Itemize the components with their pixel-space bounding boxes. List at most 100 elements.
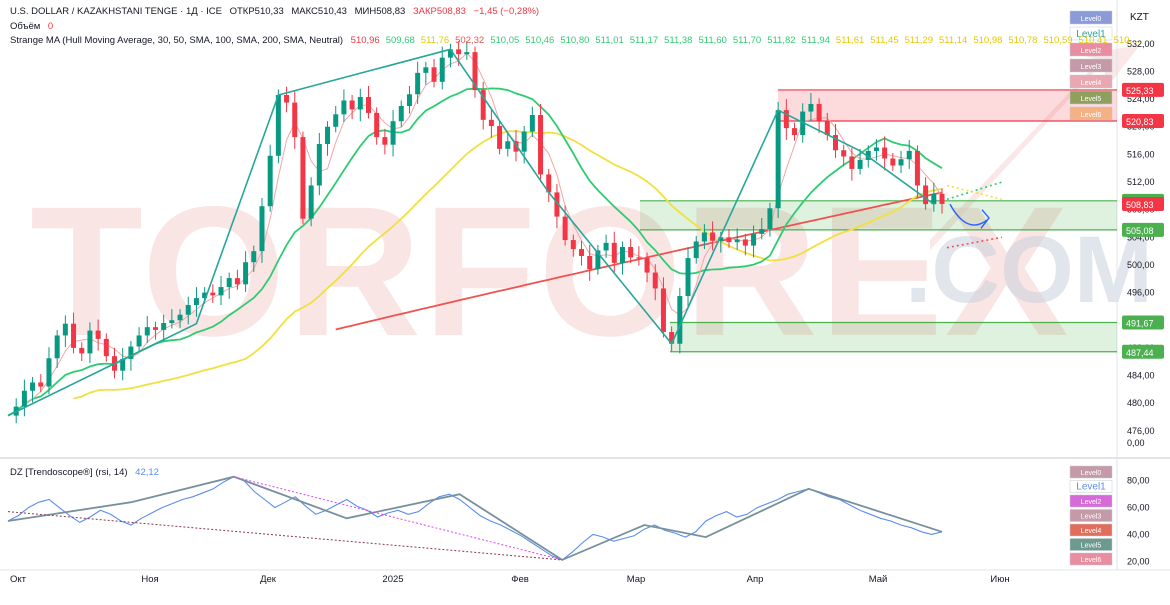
forecast-arrowhead — [980, 209, 990, 229]
candle-body — [890, 158, 896, 166]
oscillator-label[interactable]: DZ [Trendoscope®] (rsi, 14) — [10, 467, 128, 478]
time-tick-label: 2025 — [382, 574, 403, 585]
support-zone — [640, 200, 1117, 230]
candle-body — [54, 335, 60, 359]
oscillator-tick-label: 40,00 — [1127, 529, 1150, 539]
candle-body — [38, 382, 44, 387]
candle-body — [62, 323, 68, 336]
time-tick-label: Апр — [747, 574, 764, 585]
sma100-line — [73, 130, 943, 400]
candle-body — [775, 110, 781, 209]
ohlc-close: ЗАКР508,83 — [412, 6, 466, 17]
level-button-label: Level4 — [1081, 80, 1102, 87]
candle-body — [505, 141, 511, 149]
candle-body — [365, 97, 371, 113]
candle-body — [464, 52, 470, 55]
rsi-line — [7, 476, 943, 561]
projection-sma200 — [946, 236, 1003, 249]
osc-level-button — [1069, 465, 1113, 479]
level-button-label: Level2 — [1081, 48, 1102, 55]
candle-body — [718, 237, 724, 241]
candle-body — [865, 150, 871, 160]
indicator-value: 510,98 — [973, 35, 1003, 46]
level-button-label: Level1 — [1076, 29, 1106, 40]
candle-body — [390, 121, 396, 145]
indicator-value: 511,01 — [595, 35, 624, 46]
price-level-label: 505,08 — [1126, 226, 1154, 236]
candle-body — [87, 330, 93, 354]
level-button — [1069, 10, 1113, 25]
time-tick-label: Июн — [990, 574, 1009, 585]
candle-body — [816, 103, 822, 122]
candle-body — [128, 346, 134, 359]
candle-body — [120, 358, 126, 371]
osc-level-button-label: Level1 — [1076, 482, 1106, 493]
symbol-header: U.S. DOLLAR / KAZAKHSTANI TENGE · 1Д · I… — [10, 6, 544, 17]
candle-body — [456, 49, 462, 55]
candle-body — [103, 338, 109, 357]
price-tick-label: 496,00 — [1127, 288, 1155, 298]
candle-body — [742, 239, 748, 246]
candle-body — [177, 314, 183, 321]
candle-body — [292, 102, 298, 138]
candle-body — [251, 251, 257, 263]
indicator-value: 511,60 — [698, 35, 727, 46]
indicator-value: 502,32 — [455, 35, 485, 46]
candle-body — [218, 287, 224, 296]
time-tick-label: Дек — [260, 574, 277, 585]
candle-body — [792, 128, 798, 136]
candle-body — [939, 193, 945, 204]
candle-body — [824, 121, 830, 136]
candle-body — [595, 250, 601, 270]
candle-body — [857, 159, 863, 169]
oscillator-tick-label: 80,00 — [1127, 476, 1150, 486]
price-level-tag — [1122, 114, 1164, 129]
candle-body — [693, 241, 699, 259]
level-button — [1069, 106, 1113, 121]
candle-body — [341, 100, 347, 115]
candle-body — [488, 119, 494, 127]
osc-level-button-label: Level5 — [1081, 543, 1102, 550]
indicator-value: 510,78 — [1008, 35, 1038, 46]
level-button — [1069, 74, 1113, 89]
time-tick-label: Ноя — [141, 574, 158, 585]
candle-body — [226, 278, 232, 288]
candle-body — [546, 174, 552, 193]
price-level-tag — [1122, 82, 1164, 97]
candle-body — [783, 110, 789, 129]
candle-body — [497, 126, 503, 149]
candle-body — [677, 296, 683, 344]
candle-body — [603, 242, 609, 251]
ohlc-change: −1,45 (−0,28%) — [473, 6, 540, 17]
candle-body — [513, 141, 519, 152]
osc-level-button — [1069, 523, 1113, 537]
candle-body — [21, 390, 27, 407]
indicator-header: Strange MA (Hull Moving Average, 30, 50,… — [10, 35, 1151, 46]
candle-body — [169, 320, 175, 324]
indicator-value: 511,45 — [870, 35, 899, 46]
candle-body — [906, 150, 912, 160]
price-tick-label: 532,00 — [1127, 39, 1155, 49]
indicator-value: 510,80 — [560, 35, 590, 46]
ohlc-open: ОТКР510,33 — [229, 6, 284, 17]
candle-body — [873, 147, 879, 151]
indicator-value: 510,96 — [350, 35, 380, 46]
osc-level-button-label: Level2 — [1081, 499, 1102, 506]
candle-body — [611, 242, 617, 263]
indicator-label[interactable]: Strange MA (Hull Moving Average, 30, 50,… — [10, 35, 344, 46]
candle-body — [636, 257, 642, 259]
oscillator-header: DZ [Trendoscope®] (rsi, 14) 42,12 — [10, 467, 164, 478]
candle-body — [538, 115, 544, 175]
osc-level-button — [1069, 480, 1113, 493]
volume-label[interactable]: Объём — [10, 21, 41, 32]
volume-header: Объём 0 — [10, 21, 58, 32]
price-level-label: 487,44 — [1126, 348, 1154, 358]
candle-body — [701, 232, 707, 242]
watermark-arrow — [930, 45, 1140, 250]
volume-value: 0 — [47, 21, 54, 32]
symbol-title[interactable]: U.S. DOLLAR / KAZAKHSTANI TENGE · 1Д · I… — [10, 6, 222, 17]
indicator-value: 509,68 — [385, 35, 415, 46]
candle-body — [161, 323, 167, 330]
price-level-label: 525,33 — [1126, 86, 1154, 96]
